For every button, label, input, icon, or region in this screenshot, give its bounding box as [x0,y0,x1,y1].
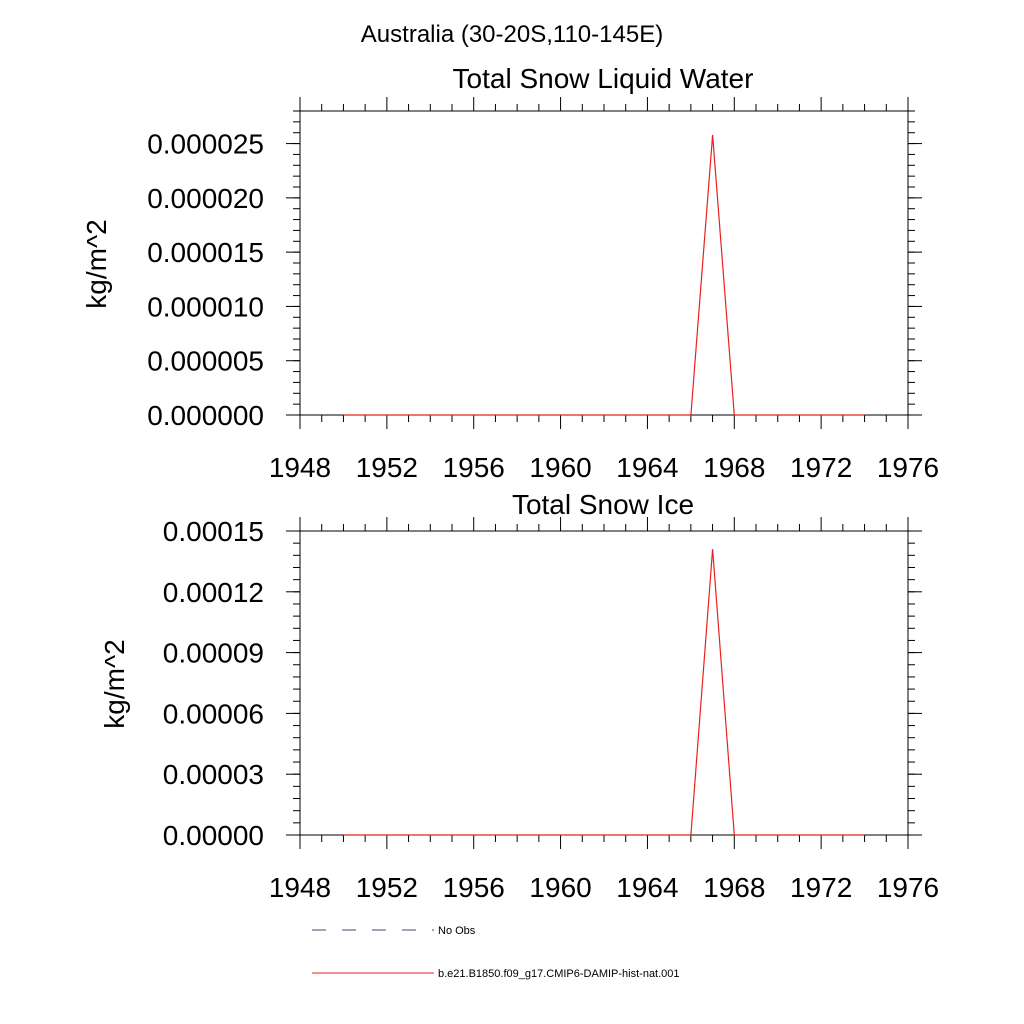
x-tick-label: 1956 [443,872,505,903]
x-tick-label: 1968 [703,452,765,483]
y-tick-label: 0.000025 [147,129,264,160]
x-tick-label: 1956 [443,452,505,483]
legend-label: b.e21.B1850.f09_g17.CMIP6-DAMIP-hist-nat… [438,968,680,980]
panel-snow-liquid-water: Total Snow Liquid Water kg/m^2 1948 1952 1… [81,63,939,483]
legend: No Obs b.e21.B1850.f09_g17.CMIP6-DAMIP-h… [312,925,680,980]
series-line [343,134,865,416]
axes: 1948 1952 1956 1960 1964 1968 1972 1976 0.00000 0… [163,516,939,903]
panel-title: Total Snow Liquid Water [453,63,754,94]
x-tick-label: 1972 [790,872,852,903]
panel-snow-ice: Total Snow Ice kg/m^2 1948 1952 1956 1960 19… [99,489,939,903]
y-tick-label: 0.00012 [163,577,264,608]
x-tick-label: 1976 [877,452,939,483]
figure-title: Australia (30-20S,110-145E) [361,21,663,48]
x-tick-label: 1976 [877,872,939,903]
y-tick-label: 0.00000 [163,820,264,851]
y-axis-label: kg/m^2 [81,219,112,308]
axes: 1948 1952 1956 1960 1964 1968 1972 1976 0.000000… [147,97,939,483]
legend-item-model: b.e21.B1850.f09_g17.CMIP6-DAMIP-hist-nat… [312,968,680,980]
x-tick-label: 1964 [616,872,678,903]
y-tick-label: 0.000000 [147,400,264,431]
panel-title: Total Snow Ice [512,489,694,520]
y-tick-label: 0.00006 [163,698,264,729]
y-axis-label: kg/m^2 [99,639,130,728]
y-tick-label: 0.00015 [163,516,264,547]
x-tick-label: 1952 [356,872,418,903]
x-tick-label: 1960 [529,872,591,903]
y-tick-label: 0.000015 [147,237,264,268]
x-tick-label: 1948 [269,452,331,483]
x-tick-label: 1972 [790,452,852,483]
plot-frame [299,530,909,836]
y-tick-label: 0.000010 [147,291,264,322]
plot-frame [299,110,909,416]
x-tick-label: 1960 [529,452,591,483]
y-tick-label: 0.000020 [147,183,264,214]
x-tick-label: 1952 [356,452,418,483]
series-line [343,549,865,836]
y-tick-label: 0.000005 [147,346,264,377]
x-tick-label: 1964 [616,452,678,483]
x-tick-label: 1968 [703,872,765,903]
x-tick-label: 1948 [269,872,331,903]
legend-item-no-obs: No Obs [312,925,476,937]
y-tick-label: 0.00009 [163,638,264,669]
legend-label: No Obs [438,925,476,937]
y-tick-label: 0.00003 [163,759,264,790]
